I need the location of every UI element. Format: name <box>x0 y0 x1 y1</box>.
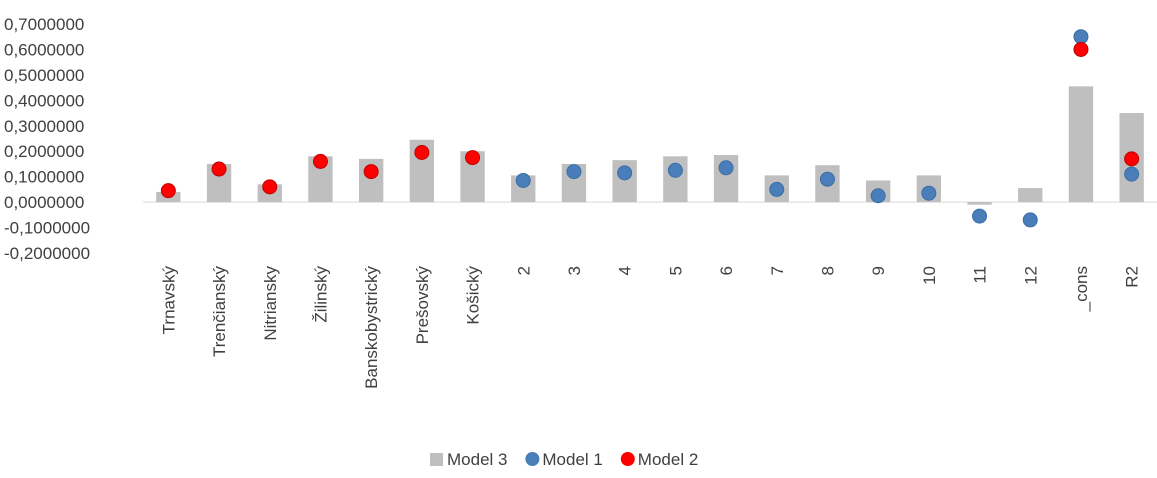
point-model-1 <box>1124 166 1140 182</box>
point-model-1 <box>617 165 633 181</box>
x-tick-label: Banskobystrický <box>362 266 381 389</box>
point-model-1 <box>1073 29 1089 45</box>
x-tick-label: 6 <box>717 266 736 275</box>
y-tick-label: 0,4000000 <box>4 91 84 110</box>
x-tick-label: Nitriansky <box>261 266 280 341</box>
x-tick-label: 5 <box>666 266 685 275</box>
y-tick-label: -0,2000000 <box>4 244 90 263</box>
point-model-1 <box>566 164 582 180</box>
x-tick-label: Košický <box>464 266 483 325</box>
point-model-2 <box>211 161 227 177</box>
x-tick-label: 9 <box>869 266 888 275</box>
y-tick-label: 0,2000000 <box>4 142 84 161</box>
point-model-1 <box>667 162 683 178</box>
bar-model-3 <box>967 202 992 205</box>
legend-label: Model 2 <box>638 450 698 469</box>
point-model-1 <box>769 181 785 197</box>
point-model-2 <box>1073 41 1089 57</box>
x-tick-label: 7 <box>768 266 787 275</box>
y-tick-label: 0,3000000 <box>4 117 84 136</box>
x-tick-label: 8 <box>818 266 837 275</box>
x-tick-label: R2 <box>1123 266 1142 288</box>
point-model-1 <box>718 160 734 176</box>
point-model-2 <box>414 144 430 160</box>
point-model-2 <box>1124 151 1140 167</box>
legend-swatch <box>430 453 443 466</box>
bar-series <box>156 86 1144 205</box>
bar-model-3 <box>1018 188 1043 203</box>
point-model-1 <box>515 172 531 188</box>
y-tick-label: 0,0000000 <box>4 193 84 212</box>
point-model-1 <box>972 208 988 224</box>
x-tick-label: _cons <box>1072 266 1091 312</box>
point-model-1 <box>819 171 835 187</box>
x-tick-label: 11 <box>971 266 990 284</box>
point-series <box>160 29 1140 228</box>
point-model-2 <box>312 153 328 169</box>
x-tick-label: 10 <box>920 266 939 285</box>
point-model-2 <box>160 183 176 199</box>
x-tick-label: 2 <box>514 266 533 275</box>
y-tick-label: 0,5000000 <box>4 66 84 85</box>
point-model-2 <box>465 150 481 166</box>
point-model-1 <box>870 188 886 204</box>
y-tick-label: -0,1000000 <box>4 219 90 238</box>
x-tick-label: Prešovský <box>413 266 432 345</box>
x-tick-label: 3 <box>565 266 584 275</box>
y-tick-label: 0,1000000 <box>4 168 84 187</box>
legend-label: Model 1 <box>542 450 602 469</box>
point-model-2 <box>363 164 379 180</box>
x-axis-ticks: Trnavský Trenčianský Nitriansky Žilinský Ban… <box>159 266 1141 389</box>
y-axis-ticks: 0,7000000 0,6000000 0,5000000 0,4000000 0,30… <box>4 15 90 263</box>
y-tick-label: 0,6000000 <box>4 40 84 59</box>
y-tick-label: 0,7000000 <box>4 15 84 34</box>
x-tick-label: 12 <box>1021 266 1040 285</box>
x-tick-label: Žilinský <box>311 266 330 323</box>
legend: Model 3 Model 1 Model 2 <box>430 450 698 469</box>
point-model-1 <box>921 185 937 201</box>
x-tick-label: 4 <box>616 266 635 275</box>
legend-swatch <box>620 452 635 466</box>
x-tick-label: Trnavský <box>159 266 178 335</box>
bar-model-3 <box>1068 86 1094 203</box>
point-model-2 <box>262 179 278 195</box>
legend-label: Model 3 <box>447 450 507 469</box>
point-model-1 <box>1022 212 1038 228</box>
x-tick-label: Trenčianský <box>210 266 229 358</box>
legend-swatch <box>525 452 540 466</box>
